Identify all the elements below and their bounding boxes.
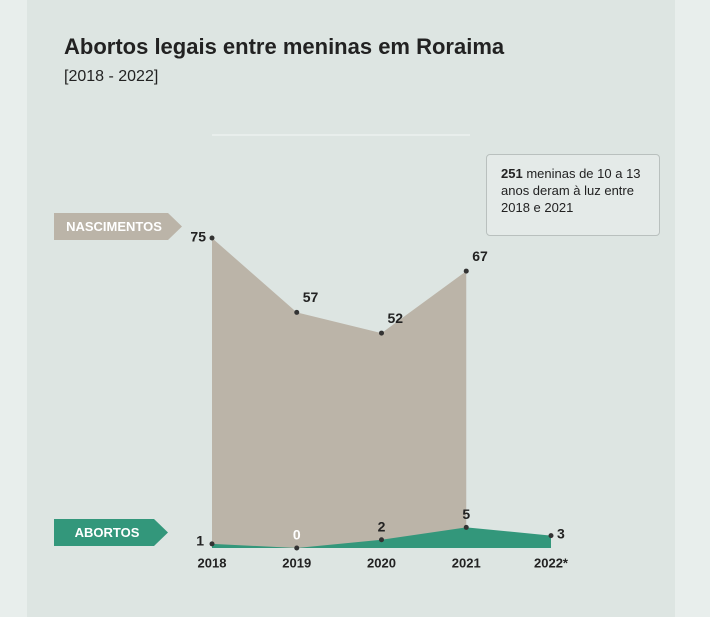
legend-tag [54,519,168,546]
legend-label: ABORTOS [75,525,140,540]
x-tick-label: 2022* [534,555,569,570]
point [209,235,215,241]
data-label: 1 [196,533,204,549]
x-tick-label: 2019 [282,555,311,570]
data-label: 52 [388,310,404,326]
annotation-text: meninas de 10 a 13 anos deram à luz entr… [501,166,641,215]
data-label: 3 [557,525,565,541]
data-label: 57 [303,289,319,305]
point [379,537,384,543]
annotation: 251 meninas de 10 a 13 anos deram à luz … [486,154,660,236]
area [212,527,551,548]
data-label: 2 [378,518,386,534]
chart-title: Abortos legais entre meninas em Roraima [64,34,505,59]
point [209,541,215,547]
point [548,533,554,539]
point [463,268,469,274]
x-tick-label: 2018 [198,555,227,570]
data-label: 67 [472,248,488,264]
plot: 75 57 52 67 1 0 2 5 3 2018 2019 2020 2021 2022* NASCIM… [54,213,569,570]
legend-tag [54,213,182,240]
x-tick-label: 2020 [367,555,396,570]
data-label: 5 [462,506,470,522]
point [379,330,384,336]
chart-subtitle: [2018 - 2022] [64,68,158,85]
data-label: 0 [293,527,301,543]
area [212,238,467,548]
point [463,524,469,530]
annotation-number: 251 [501,166,523,181]
data-label: 75 [190,229,206,245]
point [294,545,300,551]
legend-label: NASCIMENTOS [66,219,162,234]
x-tick-label: 2021 [452,555,481,570]
point [294,309,300,315]
